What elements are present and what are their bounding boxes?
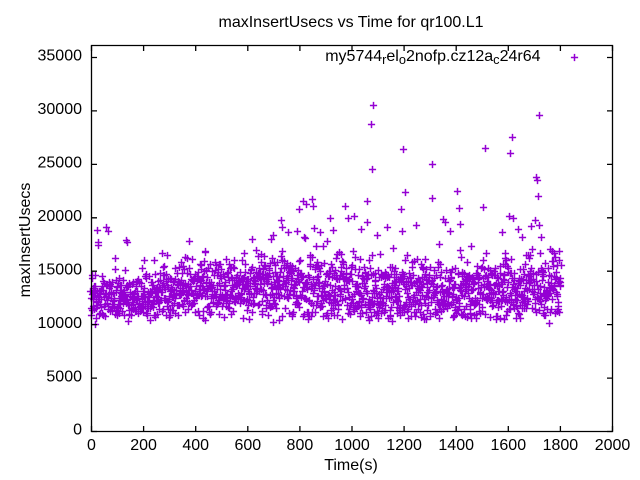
svg-text:1400: 1400 (438, 437, 474, 454)
svg-text:25000: 25000 (38, 155, 83, 172)
svg-text:maxInsertUsecs vs Time for qr1: maxInsertUsecs vs Time for qr100.L1 (219, 14, 484, 31)
svg-text:800: 800 (287, 437, 314, 454)
svg-text:2000: 2000 (595, 437, 631, 454)
svg-text:10000: 10000 (38, 315, 83, 332)
svg-text:Time(s): Time(s) (324, 457, 378, 474)
svg-text:20000: 20000 (38, 208, 83, 225)
svg-text:1200: 1200 (386, 437, 422, 454)
svg-text:400: 400 (182, 437, 209, 454)
svg-text:my5744relo2nofp.cz12ac24r64: my5744relo2nofp.cz12ac24r64 (325, 48, 540, 67)
svg-text:maxInsertUsecs: maxInsertUsecs (17, 183, 34, 298)
svg-text:0: 0 (73, 422, 82, 439)
svg-text:0: 0 (87, 437, 96, 454)
svg-text:5000: 5000 (46, 368, 82, 385)
svg-text:30000: 30000 (38, 101, 83, 118)
svg-text:200: 200 (130, 437, 157, 454)
svg-text:1600: 1600 (491, 437, 527, 454)
svg-text:1000: 1000 (334, 437, 370, 454)
svg-text:600: 600 (234, 437, 261, 454)
svg-text:1800: 1800 (543, 437, 579, 454)
svg-text:15000: 15000 (38, 261, 83, 278)
svg-text:35000: 35000 (38, 48, 83, 65)
